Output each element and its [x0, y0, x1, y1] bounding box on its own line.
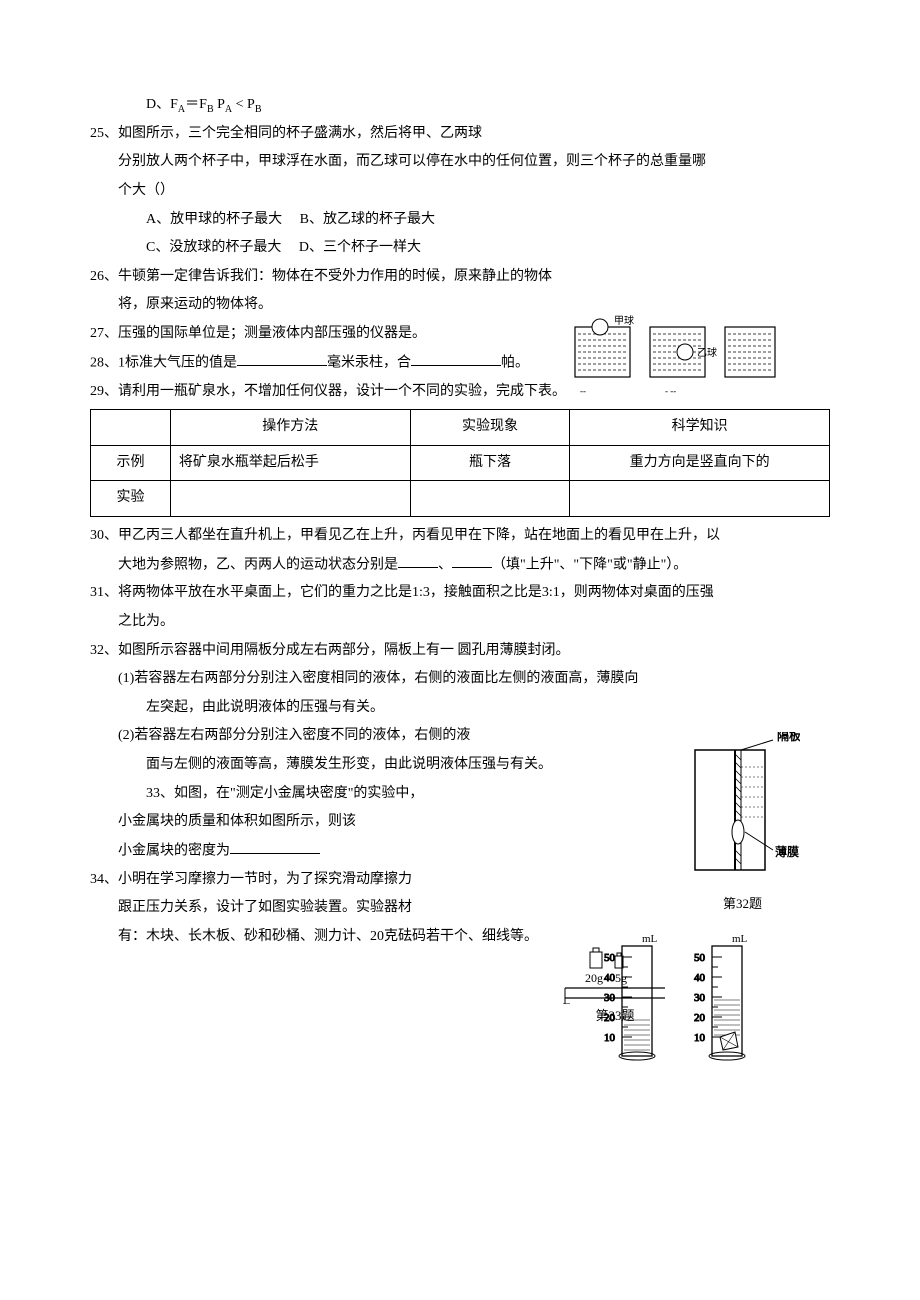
q28-stem-a: 1标准大气压的值是 [118, 355, 237, 370]
blank [398, 552, 438, 568]
svg-text:30: 30 [604, 992, 616, 1004]
table-cell: 实验 [91, 481, 171, 517]
q28-stem-b: 毫米汞柱，合 [327, 355, 411, 370]
q25-opt-d: D、三个杯子一样大 [299, 240, 421, 255]
svg-text:40: 40 [604, 972, 616, 984]
q26: 26、牛顿第一定律告诉我们：物体在不受外力作用的时候，原来静止的物体 [90, 264, 840, 291]
table-header: 科学知识 [570, 410, 830, 446]
q30-stem2: 大地为参照物，乙、丙两人的运动状态分别是、（填"上升"、"下降"或"静止"）。 [90, 552, 840, 579]
svg-text:mL: mL [642, 933, 658, 945]
exam-page: D、FA＝FB PA < PB 25、如图所示，三个完全相同的杯子盛满水，然后将… [90, 92, 840, 951]
q30: 30、甲乙丙三人都坐在直升机上，甲看见乙在上升，丙看见甲在下降，站在地面上的看见… [90, 523, 840, 550]
q30-stem1: 甲乙丙三人都坐在直升机上，甲看见乙在上升，丙看见甲在下降，站在地面上的看见甲在上… [118, 528, 720, 543]
q29-table: 操作方法 实验现象 科学知识 示例 将矿泉水瓶举起后松手 瓶下落 重力方向是竖直… [90, 409, 830, 517]
q25-options-row1: A、放甲球的杯子最大 B、放乙球的杯子最大 [90, 207, 840, 234]
q28-stem-c: 帕。 [501, 355, 529, 370]
table-cell: 重力方向是竖直向下的 [570, 445, 830, 481]
blank [452, 552, 492, 568]
q25-stem2: 分别放人两个杯子中，甲球浮在水面，而乙球可以停在水中的任何位置，则三个杯子的总重… [90, 149, 840, 176]
table-header [91, 410, 171, 446]
svg-text:10: 10 [604, 1032, 616, 1044]
svg-text:乙球: 乙球 [697, 346, 717, 359]
q34-stem1: 小明在学习摩擦力一节时，为了探究滑动摩擦力 [118, 872, 412, 887]
table-header-row: 操作方法 实验现象 科学知识 [91, 410, 830, 446]
table-cell [170, 481, 410, 517]
table-row: 实验 [91, 481, 830, 517]
figure-33-cylinders: mL 50 40 30 20 10 mL [600, 932, 760, 1072]
svg-text:20: 20 [604, 1012, 616, 1024]
q31-stem2: 之比为。 [90, 609, 840, 636]
q30-num: 30、 [90, 528, 118, 543]
blank [230, 838, 320, 854]
q25-num: 25、 [90, 126, 118, 141]
q25-opt-c: C、没放球的杯子最大 [146, 240, 281, 255]
svg-text:10: 10 [694, 1032, 706, 1044]
q31: 31、将两物体平放在水平桌面上，它们的重力之比是1:3，接触面积之比是3:1，则… [90, 580, 840, 607]
svg-text:20: 20 [694, 1012, 706, 1024]
table-row: 示例 将矿泉水瓶举起后松手 瓶下落 重力方向是竖直向下的 [91, 445, 830, 481]
table-cell [570, 481, 830, 517]
svg-text:--: -- [580, 386, 586, 396]
table-header: 实验现象 [410, 410, 570, 446]
q27-stem: 压强的国际单位是；测量液体内部压强的仪器是。 [118, 326, 426, 341]
figure-cups: 甲球 乙球 [570, 312, 780, 397]
svg-text:mL: mL [732, 933, 748, 945]
q24-option-d: D、FA＝FB PA < PB [90, 92, 840, 119]
q25-opt-a: A、放甲球的杯子最大 [146, 212, 282, 227]
q32-p1a: (1)若容器左右两部分分别注入密度相同的液体，右侧的液面比左侧的液面高，薄膜向 [90, 666, 840, 693]
svg-text:40: 40 [694, 972, 706, 984]
blank [411, 350, 501, 366]
figure-32-caption: 第32题 [685, 892, 800, 917]
q34-num: 34、 [90, 872, 118, 887]
q31-stem1: 将两物体平放在水平桌面上，它们的重力之比是1:3，接触面积之比是3:1，则两物体… [118, 585, 714, 600]
q29-stem: 请利用一瓶矿泉水，不增加任何仪器，设计一个不同的实验，完成下表。 [118, 384, 566, 399]
q33-num: 33、 [146, 786, 174, 801]
table-header: 操作方法 [170, 410, 410, 446]
table-cell: 瓶下落 [410, 445, 570, 481]
q26-stem1: 牛顿第一定律告诉我们：物体在不受外力作用的时候，原来静止的物体 [118, 269, 552, 284]
q27-num: 27、 [90, 326, 118, 341]
svg-text:甲球: 甲球 [614, 314, 634, 327]
table-cell: 将矿泉水瓶举起后松手 [170, 445, 410, 481]
q29-num: 29、 [90, 384, 118, 399]
q25: 25、如图所示，三个完全相同的杯子盛满水，然后将甲、乙两球 [90, 121, 840, 148]
q28-num: 28、 [90, 355, 118, 370]
q32-num: 32、 [90, 643, 118, 658]
svg-text:50: 50 [604, 952, 616, 964]
svg-text:50: 50 [694, 952, 706, 964]
table-cell [410, 481, 570, 517]
q25-opt-b: B、放乙球的杯子最大 [300, 212, 435, 227]
q25-stem3: 个大（） [90, 178, 840, 205]
q32-stem: 如图所示容器中间用隔板分成左右两部分，隔板上有一 圆孔用薄膜封闭。 [118, 643, 570, 658]
svg-text:隔板: 隔板 [777, 732, 800, 743]
svg-text:薄膜: 薄膜 [775, 844, 799, 859]
q26-num: 26、 [90, 269, 118, 284]
svg-text:- --: - -- [665, 386, 676, 396]
q33-stem1: 如图，在"测定小金属块密度"的实验中， [174, 786, 423, 801]
q24-d-text: D、F [146, 97, 178, 112]
svg-text:30: 30 [694, 992, 706, 1004]
q31-num: 31、 [90, 585, 118, 600]
q25-stem1: 如图所示，三个完全相同的杯子盛满水，然后将甲、乙两球 [118, 126, 482, 141]
q32: 32、如图所示容器中间用隔板分成左右两部分，隔板上有一 圆孔用薄膜封闭。 [90, 638, 840, 665]
table-cell: 示例 [91, 445, 171, 481]
q32-p1b: 左突起，由此说明液体的压强与有关。 [90, 695, 840, 722]
blank [237, 350, 327, 366]
q25-options-row2: C、没放球的杯子最大 D、三个杯子一样大 [90, 235, 840, 262]
figure-32: 隔板 薄膜 第3 [685, 732, 800, 917]
